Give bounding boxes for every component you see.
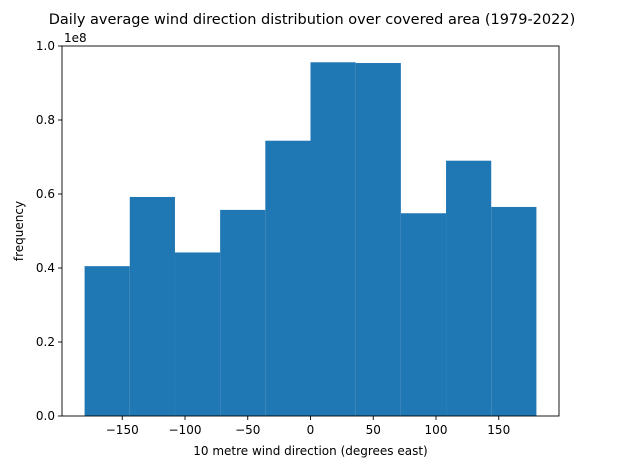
- y-tick-label: 1.0: [36, 39, 55, 53]
- histogram-bar: [265, 140, 311, 416]
- y-tick-label: 0.6: [36, 187, 55, 201]
- x-tick-label: 100: [425, 423, 448, 437]
- x-axis-ticks: −150 −100 −50 0 50 100 150: [106, 416, 510, 437]
- x-tick-label: 0: [307, 423, 315, 437]
- histogram-bar: [446, 160, 492, 416]
- y-tick-label: 0.4: [36, 261, 55, 275]
- histogram-bar: [129, 196, 175, 416]
- histogram-bar: [174, 252, 221, 416]
- histogram-bar: [400, 213, 447, 416]
- plot-frame: [61, 45, 560, 417]
- y-tick-label: 0.8: [36, 113, 55, 127]
- x-tick-label: −100: [169, 423, 202, 437]
- histogram-bar: [491, 206, 537, 416]
- y-axis-label: frequency: [12, 201, 26, 261]
- histogram-bar: [355, 63, 401, 417]
- x-axis-label: 10 metre wind direction (degrees east): [193, 444, 428, 458]
- x-tick-label: −150: [106, 423, 139, 437]
- chart-title: Daily average wind direction distributio…: [49, 12, 576, 28]
- x-tick-label: 150: [487, 423, 510, 437]
- histogram-bar: [84, 266, 130, 416]
- y-tick-label: 0.0: [36, 409, 55, 423]
- x-tick-label: −50: [235, 423, 260, 437]
- histogram-bar: [220, 209, 266, 416]
- y-axis-ticks: 0.0 0.2 0.4 0.6 0.8 1.0: [36, 39, 62, 423]
- y-tick-label: 0.2: [36, 335, 55, 349]
- histogram-bar: [310, 62, 356, 416]
- y-axis-offset-label: 1e8: [64, 31, 87, 45]
- x-tick-label: 50: [366, 423, 381, 437]
- bars-group: [84, 62, 537, 417]
